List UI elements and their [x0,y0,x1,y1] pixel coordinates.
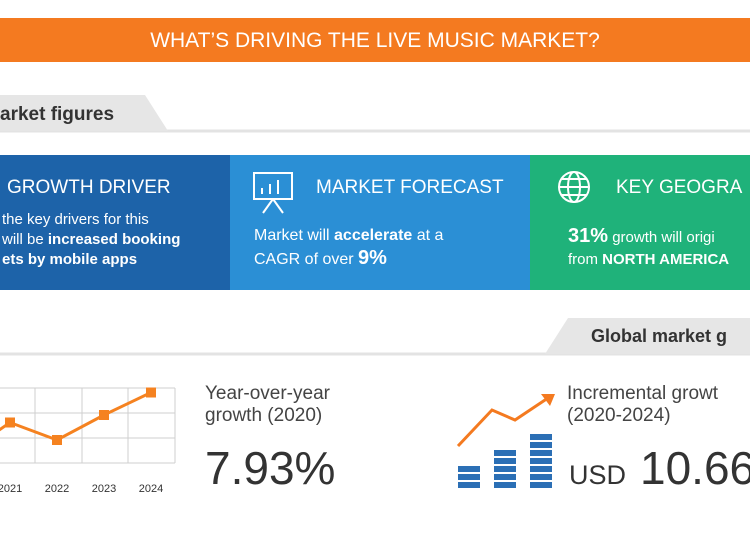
section-tab [0,95,168,131]
label: Year-over-year [205,383,331,404]
data-point [5,417,15,428]
data-point [146,387,156,398]
x-tick-label: 2021 [0,483,22,495]
card-title: KEY GEOGRA [616,177,743,198]
coins-icon [456,394,555,488]
big-value: 10.66 [640,442,750,494]
text: from [568,251,602,268]
section-title: arket figures [0,104,114,125]
data-point [99,410,109,420]
text: at a [412,227,443,244]
text: will be [1,231,48,248]
card-title: MARKET FORECAST [316,177,504,198]
text: increased booking [48,231,181,248]
chart-grid [0,387,176,464]
label: Incremental growt [567,383,719,404]
label: (2020-2024) [567,405,671,426]
card-text: Market will accelerate at a [254,227,444,244]
text: 31% [568,225,608,247]
big-value: 7.93% [205,442,335,494]
text: Market will [254,227,334,244]
unit: USD [569,460,626,490]
card [230,155,530,290]
card-title: GROWTH DRIVER [7,177,171,198]
section-tab [545,318,750,354]
x-tick-label: 2024 [139,483,163,495]
forecast-icon [253,172,293,214]
data-point [52,435,62,445]
text: growth will origi [608,229,715,246]
card-text: from NORTH AMERICA [568,251,729,268]
text: accelerate [334,227,412,244]
card [530,155,750,290]
card [0,155,230,290]
card-text: the key drivers for this [2,211,149,228]
x-tick-label: 2022 [45,483,69,495]
section-title: Global market g [591,326,727,346]
text: NORTH AMERICA [602,251,729,268]
card-text: ets by mobile apps [2,251,137,268]
text: the key drivers for this [2,211,149,228]
text: CAGR of over [254,251,358,268]
header-title: WHAT’S DRIVING THE LIVE MUSIC MARKET? [150,29,600,52]
text: ets by mobile apps [2,251,137,268]
label: growth (2020) [205,405,322,426]
header-band [0,18,750,62]
x-tick-label: 2023 [92,483,116,495]
card-text: will be increased booking [1,231,180,248]
card-text: CAGR of over 9% [254,247,387,269]
card-text: 31% growth will origi [568,225,715,247]
text: 9% [358,247,387,269]
globe-icon [558,171,590,203]
